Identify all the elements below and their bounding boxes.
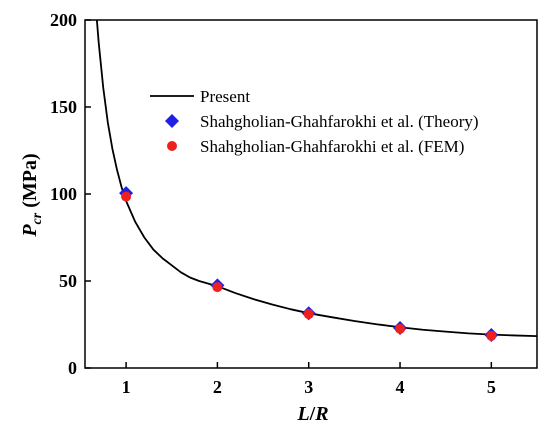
x-tick-label: 4 (396, 377, 405, 397)
legend-label: Shahgholian-Ghahfarokhi et al. (FEM) (200, 137, 464, 156)
y-tick-label: 100 (50, 184, 77, 204)
x-tick-label: 2 (213, 377, 222, 397)
marker-layer (119, 186, 499, 342)
curve-layer (95, 20, 537, 338)
fem-point (121, 191, 132, 202)
x-axis-title: L/R (296, 403, 328, 425)
x-tick-label: 5 (487, 377, 496, 397)
series-present-line (95, 20, 537, 338)
fem-point (303, 309, 314, 320)
legend: Present Shahgholian-Ghahfarokhi et al. (T… (150, 87, 479, 156)
fem-point (486, 330, 497, 341)
y-tick-label: 150 (50, 97, 77, 117)
y-tick-label: 0 (68, 358, 77, 378)
y-tick-label: 50 (59, 271, 77, 291)
x-tick-label: 3 (304, 377, 313, 397)
x-tick-label: 1 (122, 377, 131, 397)
legend-label: Present (200, 87, 250, 106)
fem-point (212, 282, 223, 293)
y-tick-label: 200 (50, 10, 77, 30)
y-axis-title: Pcr (MPa) (19, 153, 45, 237)
fem-point (395, 323, 406, 334)
legend-label: Shahgholian-Ghahfarokhi et al. (Theory) (200, 112, 479, 131)
legend-diamond-sample (165, 114, 179, 128)
legend-circle-sample (167, 141, 177, 151)
